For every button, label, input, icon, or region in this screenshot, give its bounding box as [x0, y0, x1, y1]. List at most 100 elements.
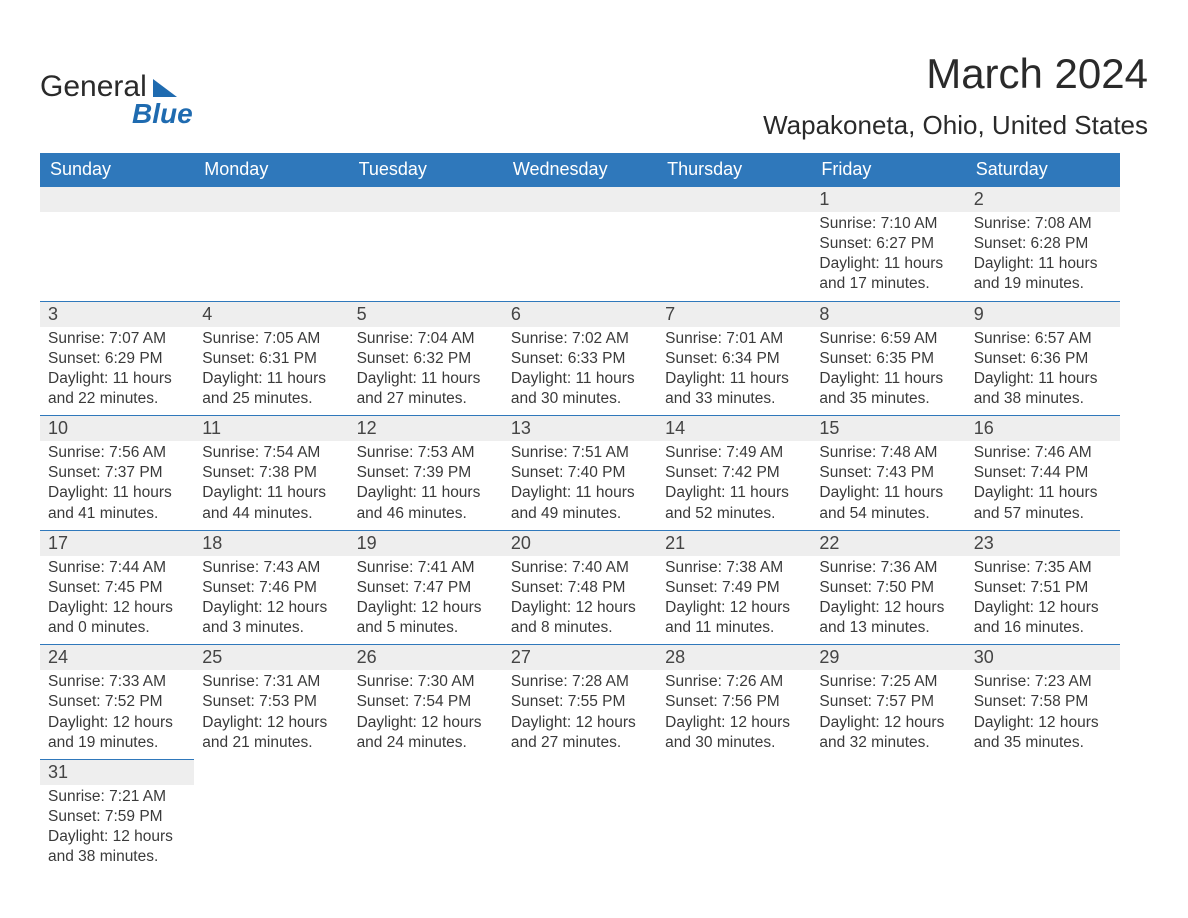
- info-row: Sunrise: 7:44 AMSunset: 7:45 PMDaylight:…: [40, 556, 1120, 645]
- sunrise-line: Sunrise: 7:51 AM: [511, 443, 649, 463]
- day-number-cell: 2: [966, 187, 1120, 213]
- title-location: Wapakoneta, Ohio, United States: [763, 110, 1148, 141]
- day-info-cell: [194, 785, 348, 874]
- sail-icon: [153, 79, 177, 97]
- day-info-cell: Sunrise: 7:53 AMSunset: 7:39 PMDaylight:…: [349, 441, 503, 530]
- sunset-line: Sunset: 7:38 PM: [202, 463, 340, 483]
- sunrise-line: Sunrise: 7:02 AM: [511, 329, 649, 349]
- daylight-line: Daylight: 11 hours and 22 minutes.: [48, 369, 186, 409]
- sunrise-line: Sunrise: 7:56 AM: [48, 443, 186, 463]
- day-number-cell: 19: [349, 530, 503, 556]
- day-number-cell: 18: [194, 530, 348, 556]
- sunset-line: Sunset: 7:42 PM: [665, 463, 803, 483]
- sunrise-line: Sunrise: 6:57 AM: [974, 329, 1112, 349]
- day-number-cell: [349, 187, 503, 213]
- col-saturday: Saturday: [966, 153, 1120, 187]
- day-info-cell: Sunrise: 7:26 AMSunset: 7:56 PMDaylight:…: [657, 670, 811, 759]
- daylight-line: Daylight: 12 hours and 35 minutes.: [974, 713, 1112, 753]
- sunrise-line: Sunrise: 7:30 AM: [357, 672, 495, 692]
- sunrise-line: Sunrise: 7:23 AM: [974, 672, 1112, 692]
- daylight-line: Daylight: 12 hours and 8 minutes.: [511, 598, 649, 638]
- daylight-line: Daylight: 11 hours and 25 minutes.: [202, 369, 340, 409]
- daylight-line: Daylight: 11 hours and 35 minutes.: [819, 369, 957, 409]
- sunset-line: Sunset: 7:39 PM: [357, 463, 495, 483]
- daylight-line: Daylight: 12 hours and 27 minutes.: [511, 713, 649, 753]
- day-info-cell: Sunrise: 7:01 AMSunset: 6:34 PMDaylight:…: [657, 327, 811, 416]
- day-info-cell: Sunrise: 7:35 AMSunset: 7:51 PMDaylight:…: [966, 556, 1120, 645]
- sunrise-line: Sunrise: 7:26 AM: [665, 672, 803, 692]
- sunset-line: Sunset: 7:51 PM: [974, 578, 1112, 598]
- day-number-cell: [657, 187, 811, 213]
- sunset-line: Sunset: 7:37 PM: [48, 463, 186, 483]
- info-row: Sunrise: 7:56 AMSunset: 7:37 PM Daylight:…: [40, 441, 1120, 530]
- sunrise-line: Sunrise: 7:54 AM: [202, 443, 340, 463]
- col-sunday: Sunday: [40, 153, 194, 187]
- day-number-cell: [194, 187, 348, 213]
- daylight-line: Daylight: 12 hours and 38 minutes.: [48, 827, 186, 867]
- day-number-cell: 5: [349, 301, 503, 327]
- day-info-cell: Sunrise: 7:05 AMSunset: 6:31 PMDaylight:…: [194, 327, 348, 416]
- day-info-cell: Sunrise: 7:56 AMSunset: 7:37 PMDaylight:…: [40, 441, 194, 530]
- title-month: March 2024: [763, 50, 1148, 98]
- day-number-cell: 8: [811, 301, 965, 327]
- header: General Blue March 2024 Wapakoneta, Ohio…: [40, 50, 1148, 141]
- daynum-row: 17181920212223: [40, 530, 1120, 556]
- sunset-line: Sunset: 7:45 PM: [48, 578, 186, 598]
- day-number-cell: 20: [503, 530, 657, 556]
- daylight-line: Daylight: 11 hours and 54 minutes.: [819, 483, 957, 523]
- day-info-cell: Sunrise: 7:43 AMSunset: 7:46 PMDaylight:…: [194, 556, 348, 645]
- day-info-cell: Sunrise: 7:46 AMSunset: 7:44 PMDaylight:…: [966, 441, 1120, 530]
- day-number-cell: [194, 759, 348, 785]
- day-number-cell: 6: [503, 301, 657, 327]
- day-info-cell: Sunrise: 7:07 AMSunset: 6:29 PMDaylight:…: [40, 327, 194, 416]
- sunset-line: Sunset: 7:47 PM: [357, 578, 495, 598]
- day-number-cell: 4: [194, 301, 348, 327]
- day-info-cell: Sunrise: 7:33 AMSunset: 7:52 PMDaylight:…: [40, 670, 194, 759]
- daynum-row: 3456789: [40, 301, 1120, 327]
- day-info-cell: Sunrise: 7:44 AMSunset: 7:45 PMDaylight:…: [40, 556, 194, 645]
- daylight-line: Daylight: 11 hours and 57 minutes.: [974, 483, 1112, 523]
- day-info-cell: [657, 212, 811, 301]
- day-number-cell: 24: [40, 645, 194, 671]
- sunset-line: Sunset: 6:35 PM: [819, 349, 957, 369]
- sunset-line: Sunset: 6:29 PM: [48, 349, 186, 369]
- day-info-cell: [503, 212, 657, 301]
- daynum-row: 10111213141516: [40, 416, 1120, 442]
- daylight-line: Daylight: 11 hours and 30 minutes.: [511, 369, 649, 409]
- day-info-cell: Sunrise: 7:10 AMSunset: 6:27 PMDaylight:…: [811, 212, 965, 301]
- day-number-cell: [966, 759, 1120, 785]
- daylight-line: Daylight: 12 hours and 32 minutes.: [819, 713, 957, 753]
- sunset-line: Sunset: 7:56 PM: [665, 692, 803, 712]
- daylight-line: Daylight: 12 hours and 19 minutes.: [48, 713, 186, 753]
- day-info-cell: Sunrise: 7:51 AMSunset: 7:40 PMDaylight:…: [503, 441, 657, 530]
- day-number-cell: 26: [349, 645, 503, 671]
- day-info-cell: [657, 785, 811, 874]
- day-info-cell: [503, 785, 657, 874]
- daylight-line: Daylight: 11 hours and 38 minutes.: [974, 369, 1112, 409]
- sunrise-line: Sunrise: 7:53 AM: [357, 443, 495, 463]
- sunset-line: Sunset: 7:49 PM: [665, 578, 803, 598]
- sunset-line: Sunset: 6:36 PM: [974, 349, 1112, 369]
- day-info-cell: Sunrise: 7:38 AMSunset: 7:49 PMDaylight:…: [657, 556, 811, 645]
- sunrise-line: Sunrise: 7:28 AM: [511, 672, 649, 692]
- sunrise-line: Sunrise: 7:25 AM: [819, 672, 957, 692]
- weekday-header-row: Sunday Monday Tuesday Wednesday Thursday…: [40, 153, 1120, 187]
- day-number-cell: 31: [40, 759, 194, 785]
- daylight-line: Daylight: 11 hours and 17 minutes.: [819, 254, 957, 294]
- daynum-row: 31: [40, 759, 1120, 785]
- col-thursday: Thursday: [657, 153, 811, 187]
- day-number-cell: 27: [503, 645, 657, 671]
- day-info-cell: Sunrise: 7:54 AMSunset: 7:38 PMDaylight:…: [194, 441, 348, 530]
- day-number-cell: [349, 759, 503, 785]
- daylight-line: Daylight: 11 hours and 49 minutes.: [511, 483, 649, 523]
- day-number-cell: 1: [811, 187, 965, 213]
- day-info-cell: [194, 212, 348, 301]
- sunrise-line: Sunrise: 7:21 AM: [48, 787, 186, 807]
- col-monday: Monday: [194, 153, 348, 187]
- daylight-line: Daylight: 12 hours and 30 minutes.: [665, 713, 803, 753]
- sunrise-line: Sunrise: 7:48 AM: [819, 443, 957, 463]
- info-row: Sunrise: 7:21 AMSunset: 7:59 PMDaylight:…: [40, 785, 1120, 874]
- day-number-cell: 29: [811, 645, 965, 671]
- sunrise-line: Sunrise: 7:31 AM: [202, 672, 340, 692]
- daylight-line: Daylight: 12 hours and 3 minutes.: [202, 598, 340, 638]
